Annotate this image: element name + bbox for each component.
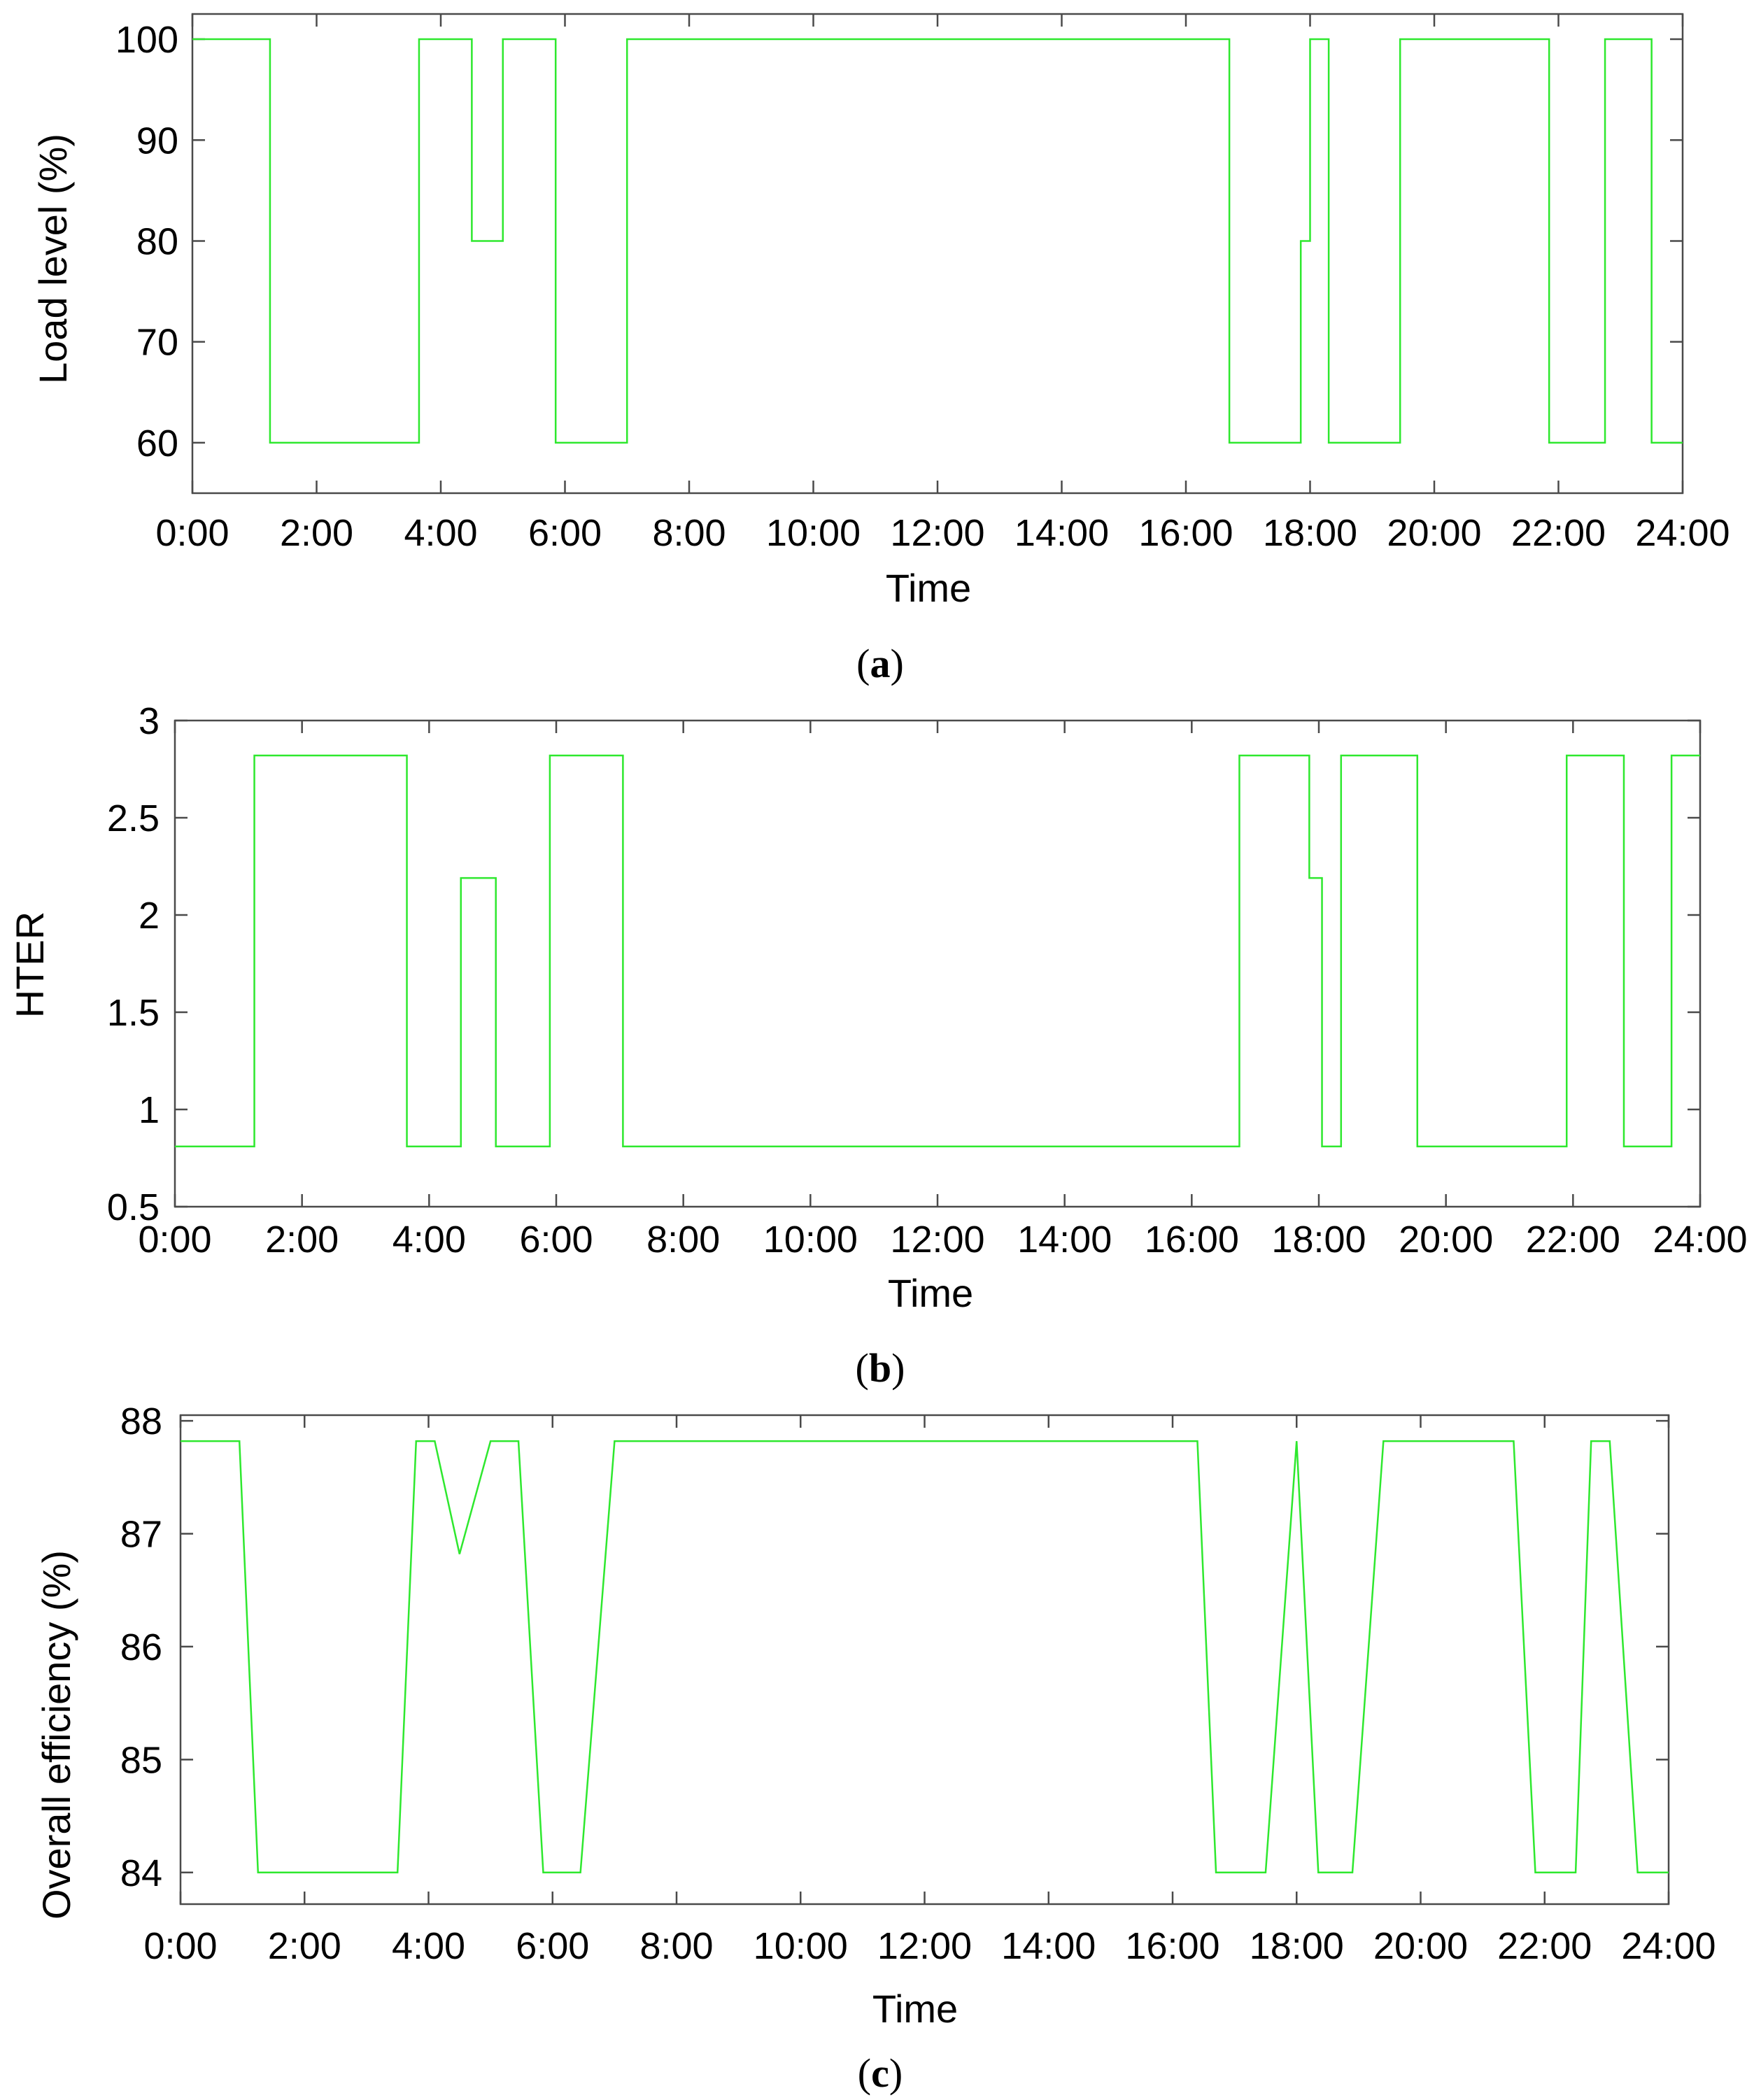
chart-a-ylabel: Load level (%) — [31, 134, 75, 384]
chart-a-x-tick-label: 20:00 — [1387, 512, 1481, 554]
chart-c-x-tick-label: 6:00 — [516, 1925, 589, 1967]
chart-b-plot-frame — [174, 719, 1702, 1208]
chart-a-x-tick-label: 6:00 — [528, 512, 602, 554]
chart-b-series-line — [175, 754, 1700, 1148]
chart-b-y-tick-label: 2.5 — [107, 797, 160, 839]
chart-b-y-tick-label: 0.5 — [107, 1186, 160, 1228]
chart-panel-c: Time Overall efficiency (%) (c) — [34, 1550, 958, 2096]
chart-c-plot-frame — [179, 1414, 1670, 1906]
chart-c-y-tick-label: 86 — [120, 1626, 162, 1668]
chart-a-x-tick-label: 8:00 — [652, 512, 726, 554]
chart-a-x-tick-label: 10:00 — [766, 512, 861, 554]
chart-c-x-tick-label: 22:00 — [1497, 1925, 1592, 1967]
panel-label-c: (c) — [858, 2050, 903, 2096]
chart-a-x-tick-label: 4:00 — [404, 512, 477, 554]
chart-c-y-tick-label: 88 — [120, 1400, 162, 1442]
chart-b-x-tick-label: 14:00 — [1017, 1219, 1112, 1261]
chart-a-series-line — [192, 38, 1683, 444]
chart-a-y-tick-label: 100 — [115, 19, 178, 61]
chart-b-x-tick-label: 6:00 — [519, 1219, 593, 1261]
chart-b-x-tick-label: 20:00 — [1399, 1219, 1493, 1261]
chart-a-x-tick-label: 18:00 — [1263, 512, 1357, 554]
chart-a-y-tick-label: 60 — [136, 423, 178, 464]
chart-b-y-tick-label: 1.5 — [107, 992, 160, 1034]
chart-c-x-tick-label: 10:00 — [754, 1925, 848, 1967]
chart-b-plot: 0:00 2:00 4:00 6:00 8:00 10:00 12:00 14:00 16:00… — [107, 700, 1748, 1261]
chart-a-x-tick-label: 24:00 — [1635, 512, 1730, 554]
chart-c-x-tick-label: 0:00 — [143, 1925, 217, 1967]
chart-b-x-tick-label: 0:00 — [138, 1219, 211, 1261]
chart-a-y-tick-label: 80 — [136, 220, 178, 262]
chart-b-x-tick-label: 12:00 — [890, 1219, 984, 1261]
chart-c-x-tick-label: 18:00 — [1250, 1925, 1344, 1967]
chart-c-y-tick-label: 84 — [120, 1852, 162, 1894]
chart-b-x-tick-label: 10:00 — [763, 1219, 858, 1261]
chart-a-plot: 0:00 2:00 4:00 6:00 8:00 10:00 12:00 14:00 16:00… — [115, 13, 1730, 554]
panel-label-b: (b) — [856, 1345, 905, 1391]
chart-panel-a: Time Load level (%) (a) — [31, 134, 971, 686]
chart-c-y-tick-label: 85 — [120, 1739, 162, 1781]
chart-b-x-tick-label: 18:00 — [1271, 1219, 1366, 1261]
panel-label-a: (a) — [856, 641, 904, 686]
chart-b-x-tick-label: 4:00 — [392, 1219, 466, 1261]
chart-c-x-tick-label: 2:00 — [268, 1925, 341, 1967]
chart-b-y-tick-label: 1 — [139, 1089, 160, 1131]
chart-c-x-tick-label: 20:00 — [1373, 1925, 1468, 1967]
chart-c-x-tick-label: 16:00 — [1125, 1925, 1219, 1967]
chart-c-x-tick-label: 8:00 — [639, 1925, 713, 1967]
chart-b-x-tick-label: 22:00 — [1526, 1219, 1620, 1261]
chart-b-x-tick-label: 16:00 — [1145, 1219, 1239, 1261]
chart-b-y-tick-label: 2 — [139, 895, 160, 937]
chart-c-x-tick-label: 12:00 — [877, 1925, 972, 1967]
chart-c-x-tick-label: 14:00 — [1001, 1925, 1096, 1967]
chart-c-y-tick-label: 87 — [120, 1514, 162, 1556]
chart-c-x-tick-label: 4:00 — [392, 1925, 465, 1967]
chart-c-plot: 0:00 2:00 4:00 6:00 8:00 10:00 12:00 14:00 16:00… — [120, 1400, 1716, 1967]
chart-a-x-tick-label: 14:00 — [1014, 512, 1109, 554]
chart-a-x-tick-label: 22:00 — [1511, 512, 1606, 554]
chart-b-x-tick-label: 8:00 — [646, 1219, 720, 1261]
chart-a-xlabel: Time — [886, 566, 971, 610]
chart-c-series-line — [181, 1440, 1669, 1874]
chart-a-x-tick-label: 2:00 — [280, 512, 353, 554]
chart-b-x-tick-label: 24:00 — [1653, 1219, 1747, 1261]
chart-a-x-tick-label: 16:00 — [1138, 512, 1233, 554]
chart-b-ylabel: HTER — [8, 911, 52, 1018]
chart-a-y-tick-label: 70 — [136, 322, 178, 364]
chart-a-plot-frame — [191, 13, 1684, 495]
chart-panel-b: Time HTER (b) — [8, 911, 973, 1391]
chart-a-x-tick-label: 12:00 — [890, 512, 984, 554]
chart-c-xlabel: Time — [872, 1987, 958, 2031]
chart-a-x-tick-label: 0:00 — [155, 512, 229, 554]
chart-a-y-tick-label: 90 — [136, 120, 178, 162]
chart-b-x-tick-label: 2:00 — [265, 1219, 339, 1261]
chart-b-xlabel: Time — [888, 1271, 973, 1315]
chart-c-ylabel: Overall efficiency (%) — [34, 1550, 78, 1920]
chart-c-x-tick-label: 24:00 — [1621, 1925, 1716, 1967]
chart-b-y-tick-label: 3 — [139, 700, 160, 742]
